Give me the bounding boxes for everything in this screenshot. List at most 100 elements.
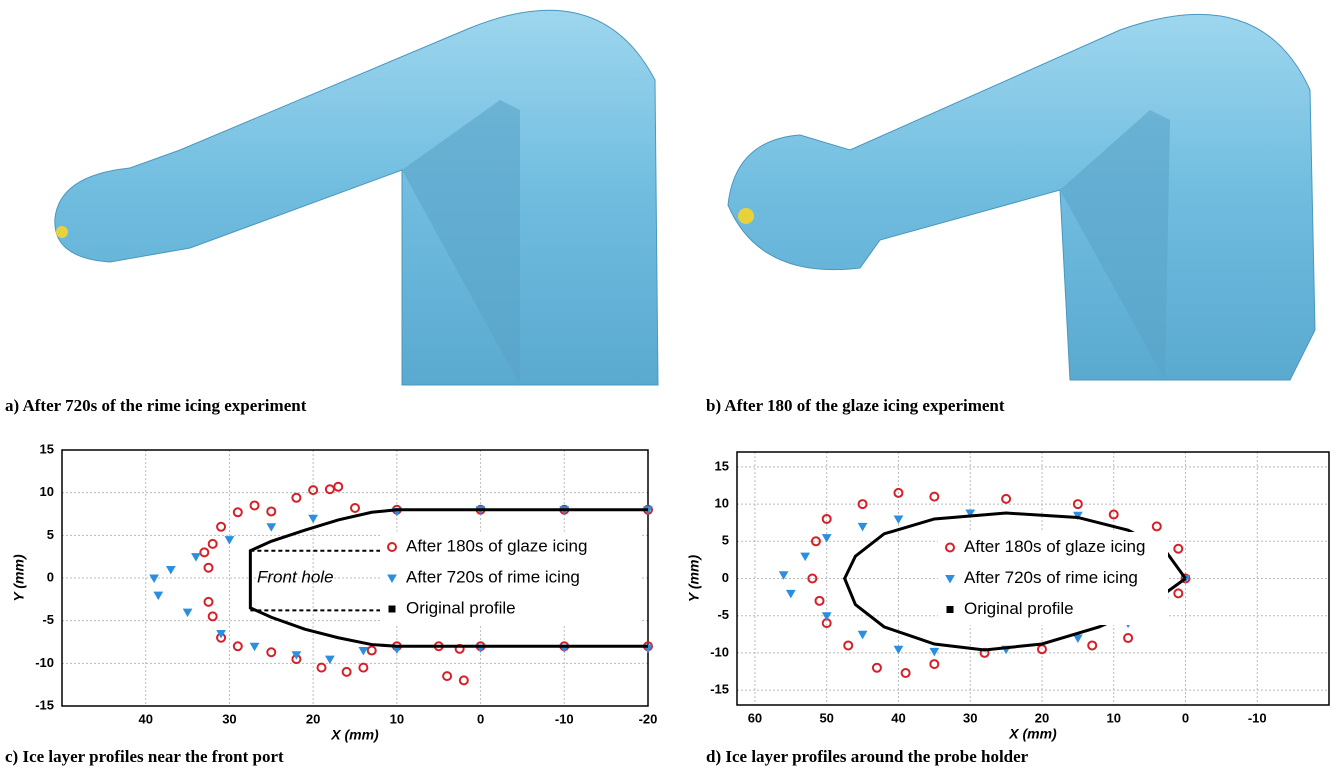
- data-point: [192, 554, 200, 561]
- data-point: [1002, 495, 1010, 503]
- data-point: [225, 537, 233, 544]
- x-axis-label: X (mm): [1008, 726, 1057, 742]
- data-point: [443, 672, 451, 680]
- data-point: [205, 564, 213, 572]
- data-point: [167, 566, 175, 573]
- data-point: [930, 660, 938, 668]
- data-point: [816, 597, 824, 605]
- x-tick-label: 60: [748, 710, 762, 725]
- render-a: [55, 10, 658, 385]
- data-point: [326, 485, 334, 493]
- data-point: [209, 540, 217, 548]
- data-point: [205, 598, 213, 606]
- x-tick-label: 20: [306, 711, 320, 726]
- legend-marker: [947, 606, 954, 613]
- data-point: [154, 592, 162, 599]
- legend-label: Original profile: [406, 598, 516, 617]
- y-tick-label: -10: [710, 644, 729, 659]
- render-b: [728, 14, 1315, 380]
- y-tick-label: 0: [722, 570, 729, 585]
- data-point: [894, 516, 902, 523]
- x-tick-label: 50: [819, 710, 833, 725]
- data-point: [200, 548, 208, 556]
- data-point: [859, 523, 867, 530]
- x-tick-label: 20: [1035, 710, 1049, 725]
- y-tick-label: 5: [722, 533, 729, 548]
- y-axis-label: Y (mm): [11, 554, 27, 602]
- data-point: [234, 508, 242, 516]
- data-point: [217, 523, 225, 531]
- data-point: [801, 553, 809, 560]
- data-point: [251, 643, 259, 650]
- data-point: [844, 641, 852, 649]
- y-tick-label: -5: [717, 607, 729, 622]
- data-point: [343, 668, 351, 676]
- data-point: [267, 507, 275, 515]
- data-point: [234, 642, 242, 650]
- caption: b) After 180 of the glaze icing experime…: [706, 396, 1005, 415]
- data-point: [368, 647, 376, 655]
- y-tick-label: -15: [35, 697, 54, 712]
- y-tick-label: -10: [35, 655, 54, 670]
- x-axis-label: X (mm): [330, 727, 379, 743]
- x-tick-label: 40: [138, 711, 152, 726]
- y-tick-label: 0: [47, 569, 54, 584]
- data-point: [894, 646, 902, 653]
- data-point: [1074, 635, 1082, 642]
- y-tick-label: 15: [715, 458, 729, 473]
- legend-marker: [389, 606, 396, 613]
- x-tick-label: 40: [891, 710, 905, 725]
- x-tick-label: 30: [222, 711, 236, 726]
- annotation: Front hole: [257, 567, 334, 586]
- data-point: [460, 676, 468, 684]
- figure: a) After 720s of the rime icing experime…: [0, 0, 1339, 771]
- data-point: [930, 493, 938, 501]
- legend-label: Original profile: [964, 599, 1074, 618]
- caption: a) After 720s of the rime icing experime…: [5, 396, 307, 415]
- y-tick-label: 15: [40, 441, 54, 456]
- data-point: [859, 631, 867, 638]
- data-point: [1124, 634, 1132, 642]
- legend-label: After 180s of glaze icing: [406, 536, 587, 555]
- y-tick-label: -15: [710, 682, 729, 697]
- x-tick-label: 10: [1106, 710, 1120, 725]
- data-point: [318, 664, 326, 672]
- data-point: [209, 612, 217, 620]
- data-point: [780, 572, 788, 579]
- data-point: [787, 590, 795, 597]
- data-point: [267, 524, 275, 531]
- data-point: [1088, 641, 1096, 649]
- x-tick-label: 0: [477, 711, 484, 726]
- legend-label: After 720s of rime icing: [964, 568, 1138, 587]
- data-point: [1174, 545, 1182, 553]
- data-point: [184, 609, 192, 616]
- y-axis-label: Y (mm): [686, 555, 702, 603]
- y-tick-label: 5: [47, 527, 54, 542]
- data-point: [1174, 589, 1182, 597]
- data-point: [359, 648, 367, 655]
- legend-label: After 180s of glaze icing: [964, 537, 1145, 556]
- x-tick-label: -20: [639, 711, 658, 726]
- legend-label: After 720s of rime icing: [406, 567, 580, 586]
- x-tick-label: 30: [963, 710, 977, 725]
- data-point: [292, 494, 300, 502]
- data-point: [326, 656, 334, 663]
- caption: d) Ice layer profiles around the probe h…: [706, 747, 1029, 766]
- data-point: [351, 504, 359, 512]
- x-tick-label: -10: [1248, 710, 1267, 725]
- y-tick-label: -5: [42, 612, 54, 627]
- y-tick-label: 10: [40, 484, 54, 499]
- y-tick-label: 10: [715, 496, 729, 511]
- data-point: [873, 664, 881, 672]
- data-point: [334, 483, 342, 491]
- data-point: [902, 669, 910, 677]
- data-point: [251, 501, 259, 509]
- data-point: [267, 648, 275, 656]
- x-tick-label: 10: [390, 711, 404, 726]
- data-point: [359, 664, 367, 672]
- x-tick-label: 0: [1182, 710, 1189, 725]
- data-point: [823, 535, 831, 542]
- data-point: [930, 648, 938, 655]
- data-point: [1153, 522, 1161, 530]
- x-tick-label: -10: [555, 711, 574, 726]
